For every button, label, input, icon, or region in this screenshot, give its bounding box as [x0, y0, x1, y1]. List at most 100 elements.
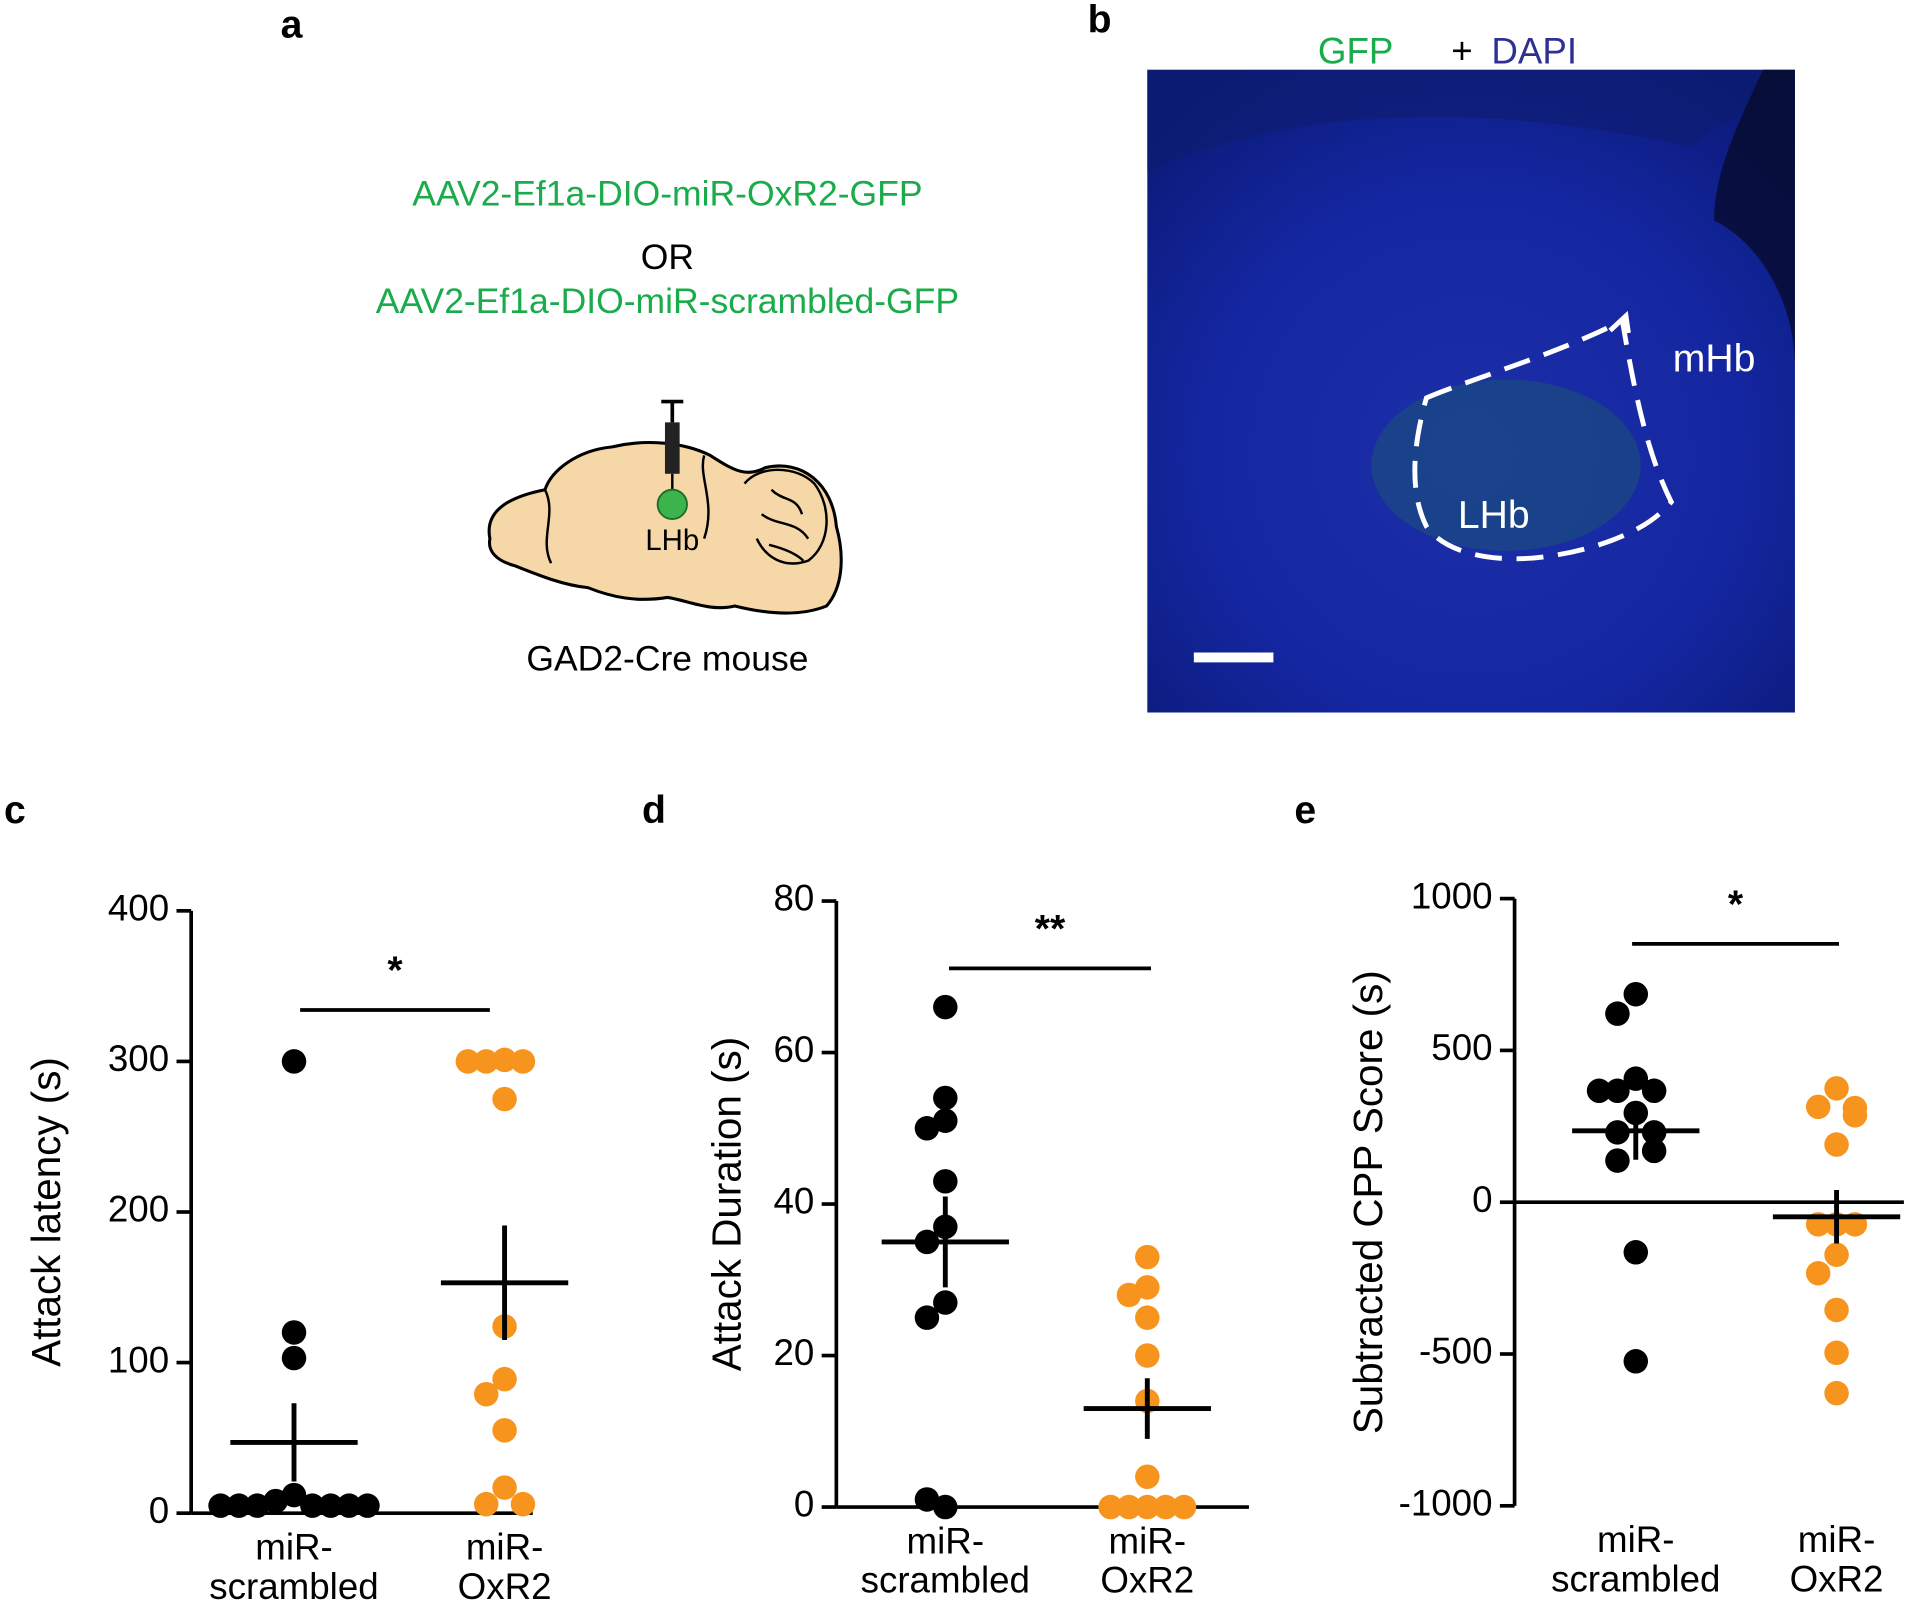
x-tick-label: scrambled [1551, 1558, 1720, 1599]
arrow [1608, 310, 1631, 334]
data-point [933, 1290, 958, 1315]
significance-label: * [1728, 884, 1744, 927]
gfp-signal [1371, 379, 1641, 551]
data-point [1135, 1494, 1160, 1520]
data-point [492, 1086, 517, 1112]
x-tick-label: miR- [1109, 1520, 1187, 1561]
x-tick-label: OxR2 [458, 1566, 552, 1607]
data-point [1824, 1380, 1849, 1406]
data-point [1824, 1242, 1849, 1267]
significance-label: ** [1035, 908, 1066, 951]
micrograph-region [1147, 69, 1795, 172]
data-point [208, 1493, 233, 1518]
y-axis-label: Subtracted CPP Score (s) [1345, 970, 1391, 1434]
data-point [1623, 1349, 1649, 1374]
data-point [1116, 1494, 1142, 1520]
y-axis-label: Attack latency (s) [23, 1057, 69, 1367]
y-tick-label: -500 [1419, 1331, 1492, 1372]
y-tick-label: 60 [773, 1029, 814, 1070]
data-point [1605, 1078, 1630, 1104]
data-point [245, 1493, 270, 1518]
data-point [492, 1366, 517, 1392]
data-point [281, 1320, 307, 1345]
virus-label: AAV2-Ef1a-DIO-miR-scrambled-GFP [376, 281, 959, 321]
region-label: LHb [1458, 494, 1530, 537]
y-tick-label: 0 [149, 1490, 169, 1531]
panel-label: a [281, 3, 304, 46]
region-label: mHb [1673, 337, 1756, 380]
stain-label: DAPI [1491, 31, 1577, 72]
syringe [664, 422, 680, 474]
data-point [355, 1493, 380, 1518]
significance-label: * [387, 950, 403, 993]
data-point [1135, 1275, 1160, 1300]
micrograph [1147, 69, 1795, 713]
data-point [281, 1482, 307, 1508]
stain-label: GFP [1318, 31, 1393, 72]
data-point [914, 1116, 940, 1141]
data-point [492, 1475, 517, 1500]
data-point [933, 1169, 958, 1194]
data-point [492, 1047, 517, 1073]
data-point [300, 1493, 325, 1518]
y-tick-label: 1000 [1411, 875, 1493, 916]
data-point [1805, 1094, 1831, 1120]
data-point [473, 1049, 499, 1074]
data-point [1171, 1494, 1197, 1520]
brain [487, 441, 843, 615]
data-point [1098, 1494, 1123, 1520]
data-point [1135, 1343, 1160, 1368]
x-tick-label: OxR2 [1100, 1560, 1194, 1601]
data-point [933, 1085, 958, 1111]
data-point [1623, 981, 1649, 1007]
data-point [263, 1488, 288, 1514]
data-point [1824, 1340, 1849, 1366]
data-point [1641, 1138, 1667, 1164]
data-point [1824, 1297, 1849, 1323]
data-point [1842, 1103, 1868, 1128]
y-axis-label: Attack Duration (s) [704, 1037, 750, 1371]
data-point [1586, 1078, 1612, 1104]
data-point [1641, 1078, 1667, 1104]
x-tick-label: miR- [466, 1527, 544, 1568]
data-point [914, 1487, 940, 1512]
region-label: LHb [645, 524, 699, 557]
y-tick-label: 0 [794, 1484, 814, 1525]
data-point [1116, 1282, 1142, 1308]
data-point [510, 1049, 536, 1074]
panel-label: b [1088, 0, 1112, 41]
data-point [933, 1494, 958, 1520]
data-point [1605, 1001, 1630, 1026]
data-point [318, 1493, 343, 1518]
y-tick-label: -1000 [1399, 1483, 1493, 1524]
y-tick-label: 80 [773, 878, 814, 919]
data-point [473, 1381, 499, 1407]
x-tick-label: miR- [1798, 1519, 1876, 1560]
data-point [1623, 1240, 1649, 1265]
data-point [914, 1305, 940, 1330]
data-point [1805, 1261, 1831, 1286]
data-point [933, 1108, 958, 1133]
x-tick-label: OxR2 [1790, 1558, 1884, 1599]
data-point [1824, 1076, 1849, 1101]
x-tick-label: scrambled [209, 1566, 378, 1607]
y-tick-label: 40 [773, 1181, 814, 1222]
data-point [226, 1493, 252, 1518]
micrograph-region [1714, 69, 1795, 368]
data-point [492, 1418, 517, 1443]
data-point [455, 1049, 481, 1074]
panel-label: c [4, 789, 26, 832]
data-point [1623, 1066, 1649, 1091]
y-tick-label: 20 [773, 1332, 814, 1373]
x-tick-label: miR- [1597, 1519, 1675, 1560]
animal-label: GAD2-Cre mouse [526, 638, 808, 678]
data-point [1135, 1244, 1160, 1270]
data-point [1824, 1132, 1849, 1157]
virus-label: AAV2-Ef1a-DIO-miR-OxR2-GFP [412, 173, 922, 213]
plus-label: + [1451, 31, 1472, 72]
data-point [1135, 1305, 1160, 1330]
or-label: OR [641, 237, 694, 277]
data-point [1153, 1494, 1178, 1520]
lhb-outline [1412, 317, 1675, 562]
data-point [1135, 1464, 1160, 1489]
